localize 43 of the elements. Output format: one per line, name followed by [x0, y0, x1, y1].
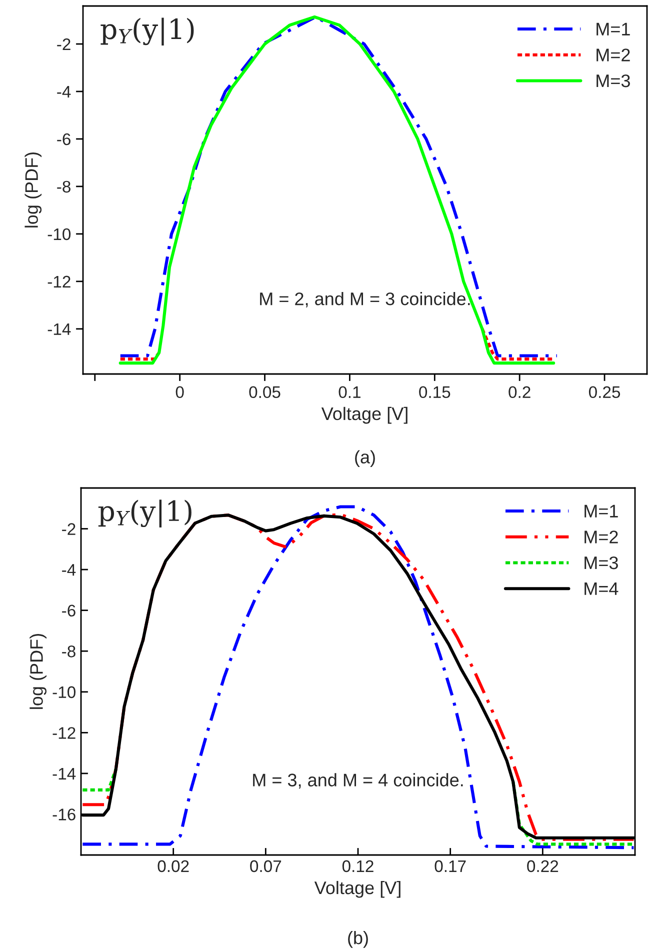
x-tick-label: 0.15	[419, 386, 450, 398]
y-tick-label: -8	[62, 646, 76, 658]
y-tick-label: -10	[48, 228, 71, 240]
legend-label: M=2	[584, 530, 618, 544]
annotation: M = 3, and M = 4 coincide.	[253, 773, 463, 789]
y-tick-label: -4	[62, 564, 76, 576]
x-tick-label: 0.17	[434, 860, 466, 872]
y-axis-title: log (PDF)	[30, 634, 46, 709]
annotation: p$_{Y}$(y|1)	[98, 500, 192, 528]
y-tick-label: -4	[57, 86, 71, 98]
text: (b)	[348, 930, 368, 948]
x-axis-title: Voltage [V]	[314, 880, 400, 898]
x-tick-label: 0.22	[527, 860, 558, 872]
x-tick-label: 0.02	[158, 860, 189, 872]
legend-label: M=1	[596, 22, 630, 36]
y-tick-label: -2	[57, 38, 70, 50]
y-tick-label: -12	[48, 276, 70, 288]
y-tick-label: -10	[52, 686, 76, 698]
y-tick-label: -6	[57, 133, 70, 146]
annotation: p$_{Y}$(y|1)	[100, 18, 194, 46]
legend-label: M=4	[584, 582, 618, 595]
y-tick-label: -16	[52, 808, 76, 820]
legend-label: M=2	[596, 48, 630, 62]
x-tick-label: 0.2	[508, 386, 530, 398]
y-axis-title: log (PDF)	[24, 152, 42, 228]
annotation: M = 2, and M = 3 coincide.	[260, 292, 470, 308]
x-tick-label: 0.25	[588, 386, 620, 398]
legend-label: M=3	[584, 556, 618, 570]
x-tick-label: 0	[176, 386, 184, 398]
y-tick-label: -14	[52, 768, 76, 780]
x-axis-title: Voltage [V]	[321, 406, 408, 424]
text: (a)	[355, 450, 375, 468]
x-tick-label: 0.1	[338, 386, 360, 398]
x-tick-label: 0.07	[250, 860, 282, 872]
y-tick-label: -14	[48, 323, 71, 335]
x-tick-label: 0.05	[249, 386, 280, 398]
legend-label: M=1	[584, 504, 618, 518]
x-tick-label: 0.12	[342, 860, 374, 872]
y-tick-label: -6	[62, 604, 76, 617]
legend-label: M=3	[596, 74, 630, 88]
y-tick-label: -2	[62, 523, 76, 535]
y-tick-label: -8	[57, 180, 70, 193]
y-tick-label: -12	[52, 727, 76, 739]
